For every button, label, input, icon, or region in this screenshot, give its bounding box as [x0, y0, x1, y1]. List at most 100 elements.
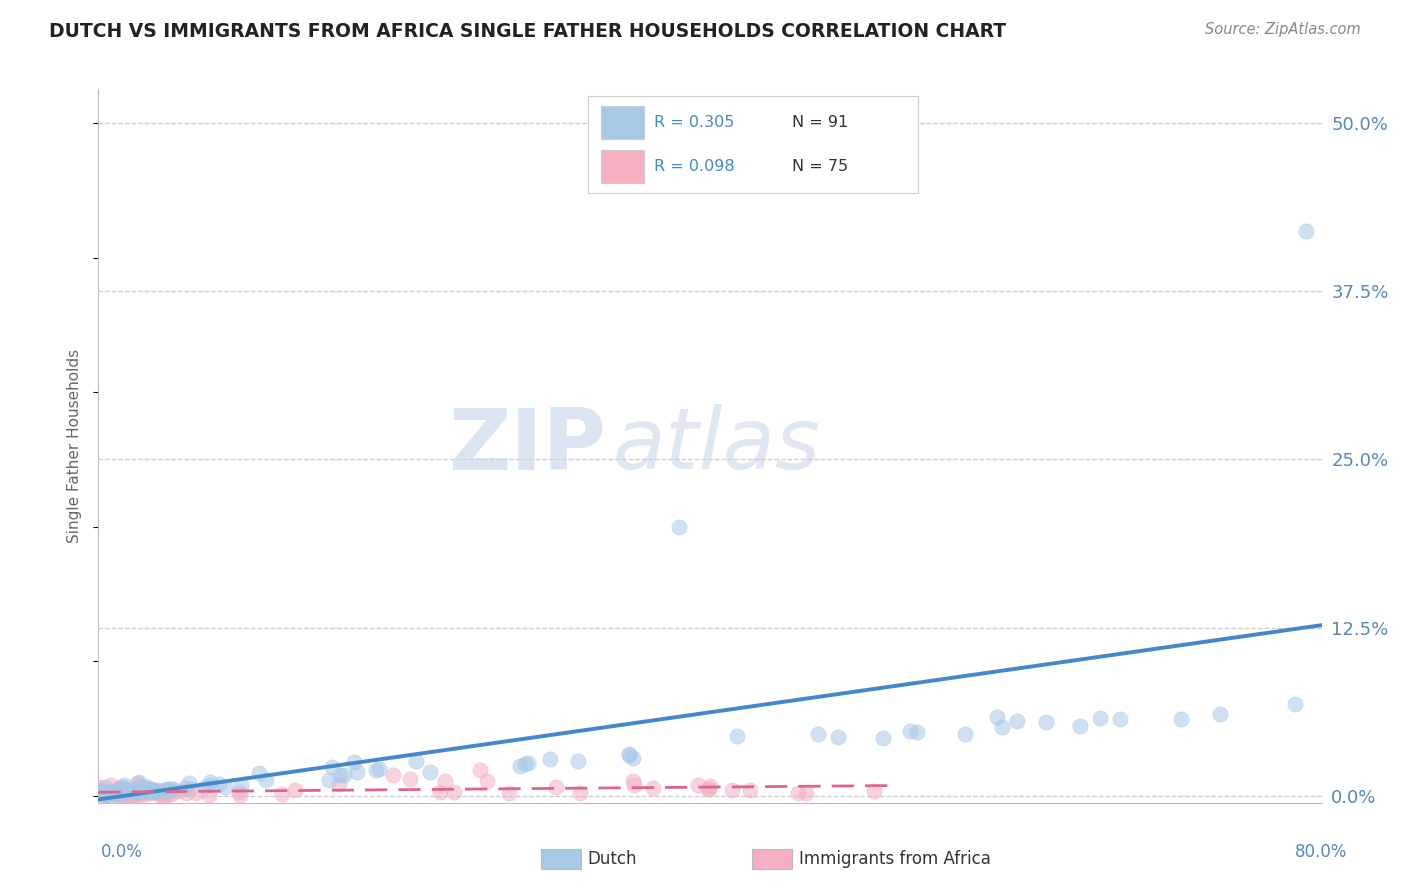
Point	[129, 786, 152, 800]
Point	[515, 756, 537, 771]
Point	[104, 787, 127, 801]
Point	[328, 777, 350, 791]
Point	[108, 788, 131, 802]
Text: 80.0%: 80.0%	[1295, 843, 1347, 861]
Point	[125, 776, 148, 790]
Point	[125, 784, 148, 798]
Point	[284, 783, 307, 797]
Point	[96, 788, 118, 802]
Point	[118, 784, 141, 798]
Point	[90, 783, 112, 797]
Point	[366, 763, 388, 777]
Point	[509, 759, 531, 773]
Point	[142, 785, 165, 799]
Point	[115, 789, 138, 803]
Text: ZIP: ZIP	[449, 404, 606, 488]
Point	[333, 768, 356, 782]
Point	[1209, 707, 1232, 722]
Point	[321, 760, 343, 774]
Point	[153, 783, 176, 797]
Y-axis label: Single Father Households: Single Father Households	[67, 349, 83, 543]
Point	[159, 787, 181, 801]
Point	[229, 778, 252, 792]
Point	[872, 731, 894, 746]
Point	[134, 783, 156, 797]
Point	[668, 520, 690, 534]
Point	[1108, 712, 1130, 726]
Point	[1069, 719, 1091, 733]
Point	[150, 789, 173, 803]
Point	[1035, 714, 1057, 729]
Point	[434, 774, 457, 789]
Point	[138, 784, 160, 798]
Point	[475, 773, 498, 788]
Point	[97, 785, 120, 799]
Point	[111, 780, 134, 794]
Point	[1088, 710, 1111, 724]
Point	[89, 787, 111, 801]
Point	[89, 780, 111, 794]
Point	[128, 789, 150, 803]
Point	[138, 782, 160, 797]
Point	[405, 754, 427, 768]
Point	[468, 764, 491, 778]
Point	[343, 755, 366, 769]
Point	[125, 788, 148, 802]
Point	[111, 787, 134, 801]
Point	[156, 788, 179, 802]
Point	[538, 752, 561, 766]
Point	[721, 783, 744, 797]
Point	[112, 778, 135, 792]
Point	[200, 775, 222, 789]
Point	[696, 782, 718, 797]
Point	[862, 784, 884, 798]
Point	[621, 774, 644, 789]
Point	[173, 780, 195, 795]
Point	[228, 785, 250, 799]
Point	[105, 789, 128, 803]
Point	[110, 781, 132, 796]
Point	[516, 756, 538, 770]
Point	[91, 787, 114, 801]
Point	[1295, 223, 1317, 237]
Point	[97, 787, 120, 801]
Point	[567, 755, 589, 769]
Point	[953, 727, 976, 741]
Point	[900, 724, 922, 739]
Point	[110, 787, 132, 801]
Point	[94, 780, 117, 795]
Point	[686, 778, 709, 792]
Point	[96, 786, 118, 800]
Point	[136, 780, 159, 794]
Point	[346, 765, 368, 780]
Text: Source: ZipAtlas.com: Source: ZipAtlas.com	[1205, 22, 1361, 37]
Point	[167, 784, 190, 798]
Point	[115, 783, 138, 797]
Point	[498, 787, 520, 801]
Point	[128, 780, 150, 794]
Point	[194, 780, 217, 795]
Point	[429, 785, 451, 799]
Point	[125, 785, 148, 799]
Point	[152, 789, 174, 803]
Point	[179, 781, 201, 796]
Point	[740, 783, 762, 797]
Point	[198, 778, 221, 792]
Text: Immigrants from Africa: Immigrants from Africa	[799, 850, 990, 868]
Point	[905, 725, 928, 739]
Point	[96, 788, 118, 802]
Point	[794, 785, 817, 799]
Point	[118, 787, 141, 801]
Point	[138, 785, 160, 799]
Point	[135, 787, 157, 801]
Text: 0.0%: 0.0%	[101, 843, 143, 861]
Point	[139, 781, 162, 796]
Point	[89, 783, 111, 797]
Point	[174, 786, 197, 800]
Point	[105, 783, 128, 797]
Point	[381, 768, 404, 782]
Point	[111, 788, 134, 802]
Point	[108, 782, 131, 797]
Point	[121, 788, 143, 802]
Point	[117, 785, 139, 799]
